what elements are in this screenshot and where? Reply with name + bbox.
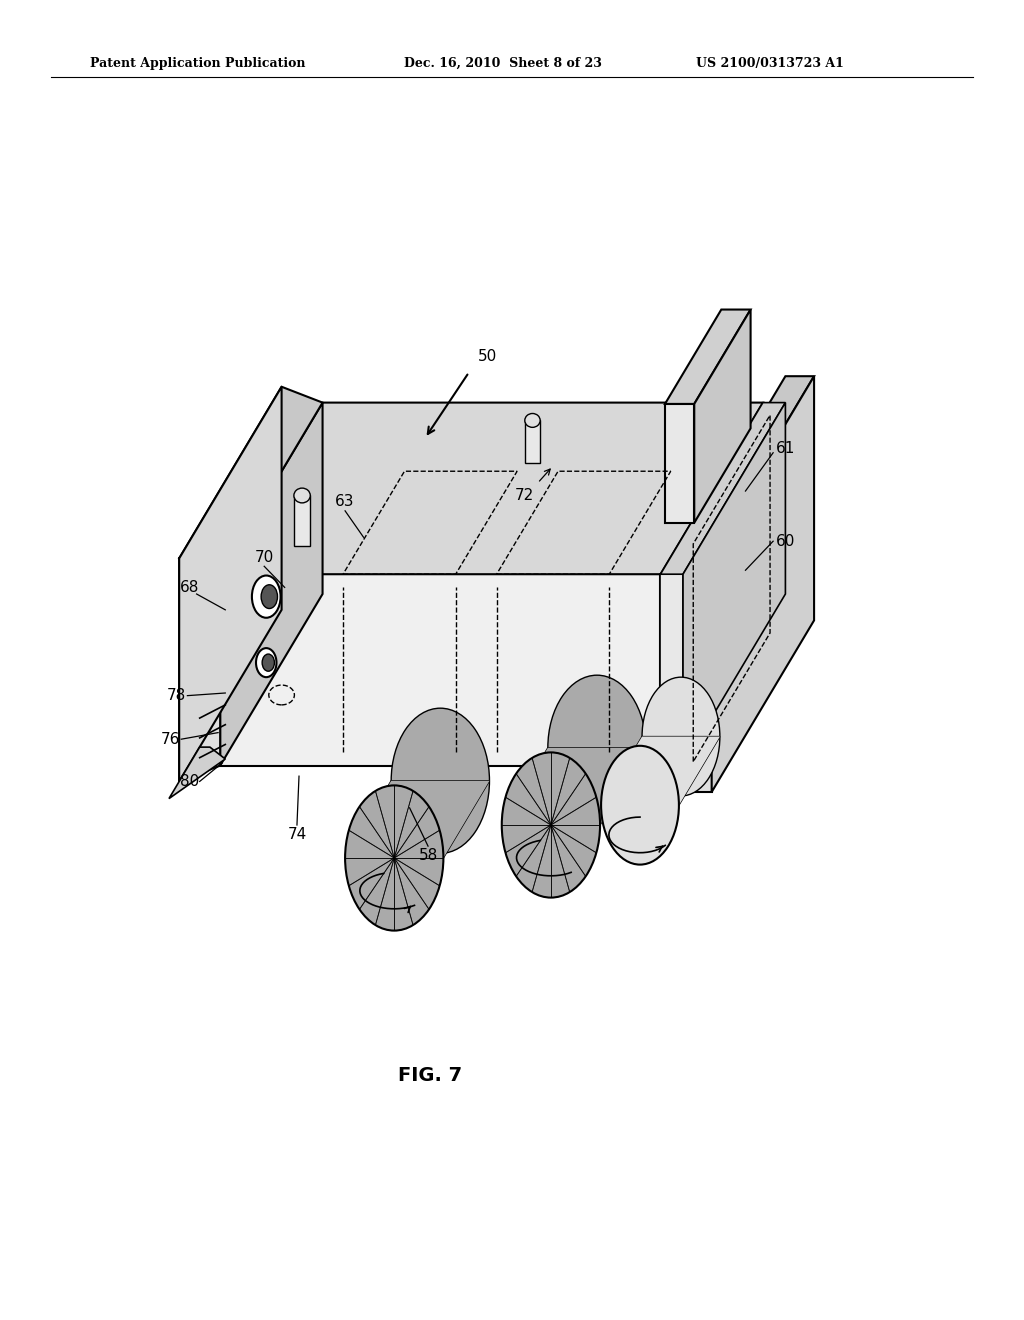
Ellipse shape: [294, 488, 310, 503]
Text: 78: 78: [167, 688, 185, 704]
Ellipse shape: [252, 576, 281, 618]
Polygon shape: [601, 737, 720, 805]
Polygon shape: [345, 781, 489, 858]
Polygon shape: [294, 495, 310, 545]
Ellipse shape: [391, 708, 489, 854]
Polygon shape: [683, 376, 814, 548]
Text: 60: 60: [776, 533, 796, 549]
Text: 63: 63: [335, 494, 355, 510]
Text: 70: 70: [255, 549, 273, 565]
Polygon shape: [220, 403, 763, 574]
Ellipse shape: [256, 648, 276, 677]
Polygon shape: [220, 403, 323, 766]
Ellipse shape: [525, 413, 541, 428]
Polygon shape: [502, 747, 646, 825]
Text: 76: 76: [161, 731, 179, 747]
Text: 72: 72: [515, 487, 534, 503]
Text: Dec. 16, 2010  Sheet 8 of 23: Dec. 16, 2010 Sheet 8 of 23: [404, 57, 602, 70]
Polygon shape: [665, 310, 751, 404]
Polygon shape: [660, 403, 763, 766]
Polygon shape: [683, 403, 785, 766]
Polygon shape: [179, 558, 220, 781]
Ellipse shape: [601, 746, 679, 865]
Polygon shape: [179, 387, 282, 781]
Polygon shape: [525, 420, 541, 463]
Polygon shape: [179, 387, 323, 574]
Polygon shape: [502, 747, 646, 825]
Text: 61: 61: [776, 441, 796, 457]
Ellipse shape: [261, 585, 278, 609]
Ellipse shape: [502, 752, 600, 898]
Text: US 2100/0313723 A1: US 2100/0313723 A1: [696, 57, 844, 70]
Polygon shape: [220, 594, 763, 766]
Text: 58: 58: [419, 847, 437, 863]
Text: Patent Application Publication: Patent Application Publication: [90, 57, 305, 70]
Text: 50: 50: [478, 348, 497, 364]
Ellipse shape: [262, 655, 274, 672]
Ellipse shape: [642, 677, 720, 796]
Polygon shape: [220, 574, 660, 766]
Text: 74: 74: [288, 826, 306, 842]
Polygon shape: [712, 376, 814, 792]
Text: 80: 80: [180, 774, 199, 789]
Text: FIG. 7: FIG. 7: [398, 1067, 462, 1085]
Ellipse shape: [345, 785, 443, 931]
Text: 68: 68: [180, 579, 199, 595]
Polygon shape: [345, 781, 489, 858]
Polygon shape: [665, 404, 694, 523]
Polygon shape: [683, 548, 712, 792]
Polygon shape: [169, 747, 225, 799]
Polygon shape: [660, 403, 785, 574]
Polygon shape: [660, 574, 683, 766]
Polygon shape: [601, 737, 720, 805]
Ellipse shape: [548, 675, 646, 820]
Polygon shape: [694, 310, 751, 523]
